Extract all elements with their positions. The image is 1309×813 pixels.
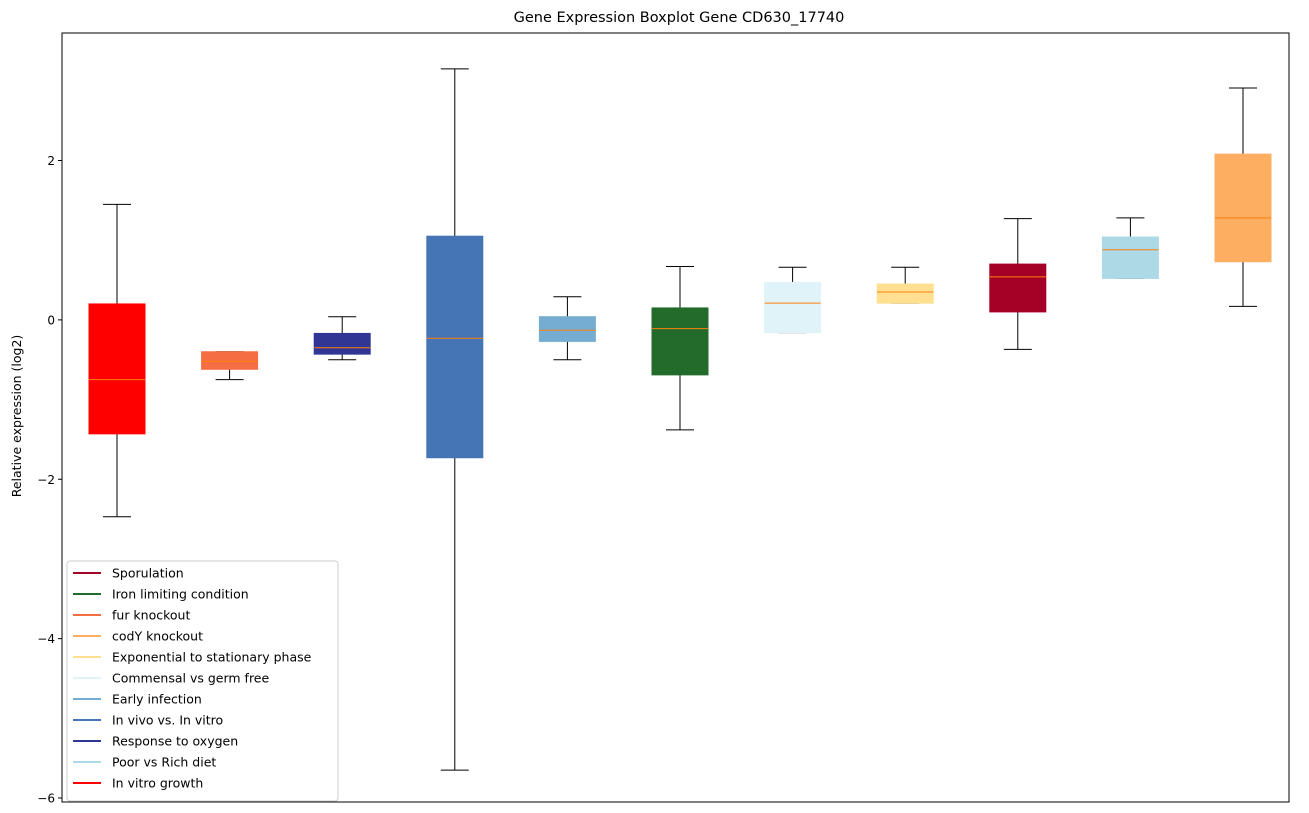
box-iqr [1214, 153, 1272, 263]
legend-label: In vivo vs. In vitro [112, 713, 223, 728]
box-commensal-vs-germ-free [764, 266, 822, 334]
legend-label: Response to oxygen [112, 734, 238, 749]
box-iqr [426, 235, 484, 459]
box-iqr [1101, 236, 1159, 279]
box-poor-vs-rich-diet [1101, 217, 1159, 279]
box-cody-knockout [1214, 87, 1272, 307]
box-in-vivo-vs-in-vitro [426, 68, 484, 771]
box-iqr [201, 351, 259, 370]
legend-label: Early infection [112, 692, 202, 707]
y-tick-label: 2 [47, 154, 55, 168]
legend-entry: Exponential to stationary phase [73, 650, 312, 665]
y-axis-ticks: 2 0 −2 −4 −6 [37, 154, 62, 806]
boxes [88, 68, 1272, 771]
legend-label: Iron limiting condition [112, 587, 249, 602]
legend-label: Poor vs Rich diet [112, 755, 216, 770]
legend-entry: Commensal vs germ free [73, 671, 269, 686]
legend-entry: codY knockout [73, 629, 203, 644]
legend-entry: Sporulation [73, 566, 184, 581]
box-iqr [651, 307, 709, 376]
y-tick-label: −4 [37, 632, 55, 646]
box-exponential-to-stationary-phase [876, 266, 934, 304]
box-in-vitro-growth [88, 203, 146, 518]
legend-entry: Early infection [73, 692, 202, 707]
box-iqr [876, 283, 934, 304]
legend-frame [66, 560, 339, 802]
box-iron-limiting-condition [651, 265, 709, 431]
chart-title: Gene Expression Boxplot Gene CD630_17740 [514, 10, 845, 26]
legend-label: fur knockout [112, 608, 190, 623]
box-iqr [989, 263, 1047, 313]
legend-entry: Response to oxygen [73, 734, 238, 749]
legend-label: codY knockout [112, 629, 203, 644]
legend-label: Sporulation [112, 566, 184, 581]
plot-frame [61, 32, 1290, 803]
box-iqr [764, 281, 822, 334]
box-early-infection [538, 296, 596, 361]
legend: Sporulation Iron limiting condition fur kn… [66, 560, 339, 802]
y-axis-label: Relative expression (log2) [9, 335, 24, 498]
box-response-to-oxygen [313, 316, 371, 361]
box-sporulation [989, 218, 1047, 350]
y-tick-label: 0 [47, 313, 55, 327]
legend-label: In vitro growth [112, 776, 203, 791]
legend-entry: Poor vs Rich diet [73, 755, 216, 770]
legend-label: Commensal vs germ free [112, 671, 269, 686]
y-tick-label: −6 [37, 792, 55, 806]
y-tick-label: −2 [37, 473, 55, 487]
legend-entry: fur knockout [73, 608, 190, 623]
legend-entry: Iron limiting condition [73, 587, 249, 602]
legend-entry: In vivo vs. In vitro [73, 713, 223, 728]
box-iqr [313, 332, 371, 355]
box-iqr [88, 303, 146, 435]
legend-label: Exponential to stationary phase [112, 650, 312, 665]
legend-entry: In vitro growth [73, 776, 203, 791]
box-iqr [538, 316, 596, 342]
box-fur-knockout [201, 351, 259, 381]
